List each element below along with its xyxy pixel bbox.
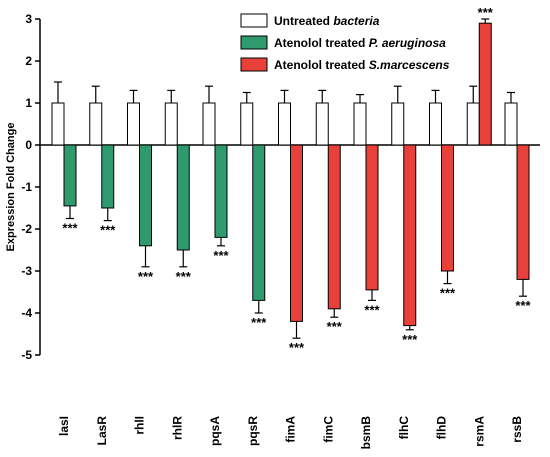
bar-group-bsmB: *** bsmB bbox=[353, 93, 381, 450]
bar-group-flhC: *** flhC bbox=[391, 85, 418, 440]
bar-group-pqsR: *** pqsR bbox=[240, 91, 267, 446]
significance-marker: *** bbox=[62, 221, 78, 236]
legend: Untreated bacteria Atenolol treated P. ae… bbox=[240, 13, 450, 72]
legend-label: Atenolol treated S.marcescens bbox=[274, 58, 450, 72]
legend-label-prefix: Atenolol treated bbox=[274, 58, 369, 72]
significance-marker: *** bbox=[289, 340, 305, 355]
legend-label-species: P. aeruginosa bbox=[369, 36, 446, 50]
bar-group-fimC: *** fimC bbox=[315, 89, 343, 443]
significance-marker: *** bbox=[515, 298, 531, 313]
significance-marker: *** bbox=[251, 315, 267, 330]
bar-sm-treated bbox=[478, 22, 492, 146]
legend-label: Atenolol treated P. aeruginosa bbox=[274, 36, 446, 50]
category-label: rhlR bbox=[170, 416, 184, 440]
legend-label-prefix: Untreated bbox=[274, 14, 333, 28]
category-label: rhlI bbox=[133, 416, 147, 435]
bar-sm-treated bbox=[365, 144, 379, 291]
bar-group-rhlI: *** rhlI bbox=[127, 89, 154, 435]
legend-label-species: bacteria bbox=[333, 14, 379, 28]
significance-marker: *** bbox=[478, 5, 494, 20]
y-axis-label: Expression Fold Change bbox=[5, 123, 17, 252]
significance-marker: *** bbox=[364, 302, 380, 317]
bar-pa-treated bbox=[214, 144, 228, 238]
bar-untreated bbox=[202, 102, 216, 146]
bar-pa-treated bbox=[63, 144, 77, 207]
category-label: fimA bbox=[284, 416, 298, 443]
bar-group-rsmA: *** rsmA bbox=[466, 5, 494, 447]
bar-group-fimA: *** fimA bbox=[278, 89, 305, 443]
y-tick-label: 0 bbox=[25, 138, 32, 152]
bar-sm-treated bbox=[403, 144, 417, 327]
legend-label-prefix: Atenolol treated bbox=[274, 36, 369, 50]
legend-label-species: S.marcescens bbox=[369, 58, 450, 72]
legend-label: Untreated bacteria bbox=[274, 14, 380, 28]
bar-group-LasR: *** LasR bbox=[89, 85, 116, 446]
bar-untreated bbox=[391, 102, 405, 146]
significance-marker: *** bbox=[138, 269, 154, 284]
significance-marker: *** bbox=[402, 332, 418, 347]
bar-untreated bbox=[315, 102, 329, 146]
significance-marker: *** bbox=[327, 319, 343, 334]
y-tick-label: 1 bbox=[25, 96, 32, 110]
bar-untreated bbox=[89, 102, 103, 146]
legend-swatch bbox=[240, 57, 268, 72]
category-label: LasR bbox=[95, 416, 109, 446]
y-tick-label: -4 bbox=[21, 306, 32, 320]
bar-group-lasI: *** lasI bbox=[51, 81, 79, 436]
bar-untreated bbox=[51, 102, 65, 146]
significance-marker: *** bbox=[213, 248, 229, 263]
bar-group-rssB: *** rssB bbox=[504, 91, 532, 443]
bar-group-rhlR: *** rhlR bbox=[164, 89, 192, 440]
bar-pa-treated bbox=[176, 144, 190, 251]
bar-untreated bbox=[278, 102, 291, 146]
bar-untreated bbox=[504, 102, 518, 146]
significance-marker: *** bbox=[100, 223, 116, 238]
y-tick-label: -1 bbox=[21, 180, 32, 194]
y-tick-label: -5 bbox=[21, 348, 32, 362]
category-label: rsmA bbox=[472, 416, 486, 447]
category-label: bsmB bbox=[359, 416, 373, 450]
category-label: fimC bbox=[321, 416, 335, 443]
bars: *** lasI *** LasR *** rhlI *** rhlR *** pqsA *** pq… bbox=[51, 5, 532, 450]
bar-untreated bbox=[164, 102, 178, 146]
significance-marker: *** bbox=[440, 286, 456, 301]
legend-swatch bbox=[240, 35, 268, 50]
y-tick-label: -2 bbox=[21, 222, 32, 236]
bar-group-flhD: *** flhD bbox=[429, 89, 456, 440]
axes: -5 -4 -3 -2 -1 0 1 2 3 bbox=[21, 12, 540, 362]
category-label: pqsA bbox=[208, 416, 222, 446]
bar-pa-treated bbox=[139, 144, 152, 247]
category-label: flhC bbox=[397, 416, 411, 440]
category-label: flhD bbox=[435, 416, 449, 440]
bar-untreated bbox=[466, 102, 480, 146]
y-tick-label: -3 bbox=[21, 264, 32, 278]
bar-untreated bbox=[353, 102, 367, 146]
bar-sm-treated bbox=[516, 144, 530, 280]
bar-pa-treated bbox=[101, 144, 115, 209]
bar-untreated bbox=[127, 102, 140, 146]
category-label: lasI bbox=[57, 416, 71, 436]
bar-group-pqsA: *** pqsA bbox=[202, 85, 230, 446]
bar-sm-treated bbox=[441, 144, 454, 272]
y-tick-label: 2 bbox=[25, 54, 32, 68]
significance-marker: *** bbox=[176, 269, 192, 284]
legend-item: Atenolol treated P. aeruginosa bbox=[240, 35, 446, 50]
bar-sm-treated bbox=[327, 144, 341, 310]
legend-swatch bbox=[240, 13, 268, 28]
y-tick-label: 3 bbox=[25, 12, 32, 26]
category-label: pqsR bbox=[246, 416, 260, 446]
legend-item: Untreated bacteria bbox=[240, 13, 380, 28]
bar-untreated bbox=[429, 102, 442, 146]
category-label: rssB bbox=[510, 416, 524, 443]
bar-pa-treated bbox=[252, 144, 266, 301]
bar-sm-treated bbox=[290, 144, 303, 322]
legend-item: Atenolol treated S.marcescens bbox=[240, 57, 450, 72]
bar-untreated bbox=[240, 102, 254, 146]
